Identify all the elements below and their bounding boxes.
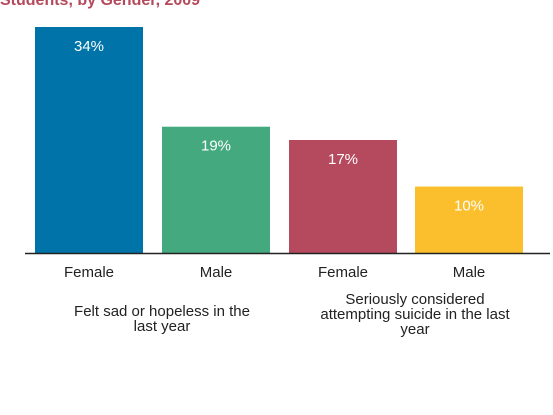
group-label-line: Felt sad or hopeless in the — [74, 303, 250, 320]
group-label-line: attempting suicide in the last — [320, 306, 510, 323]
bar-4 — [415, 186, 523, 253]
bar-3 — [289, 140, 397, 253]
bar-value-label: 34% — [74, 38, 104, 55]
category-label: Female — [318, 264, 368, 281]
group-label-line: Seriously considered — [345, 291, 484, 308]
bar-1 — [35, 27, 143, 253]
bar-value-label: 10% — [454, 198, 484, 215]
group-label-line: last year — [134, 318, 191, 335]
group-label-line: year — [400, 321, 429, 338]
bar-value-label: 17% — [328, 151, 358, 168]
category-label: Male — [453, 264, 486, 281]
category-label: Male — [200, 264, 233, 281]
chart-title: Students, by Gender, 2009 — [0, 0, 201, 9]
category-label: Female — [64, 264, 114, 281]
bar-2 — [162, 126, 270, 253]
bar-value-label: 19% — [201, 138, 231, 155]
